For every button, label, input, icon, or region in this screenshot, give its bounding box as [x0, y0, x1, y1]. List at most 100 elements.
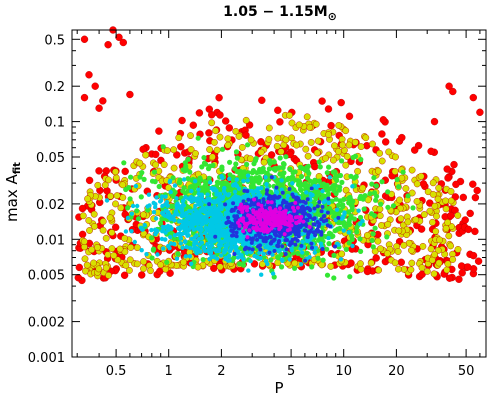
point-sparse — [337, 98, 345, 107]
x-tick-label: 1 — [165, 364, 173, 379]
point-higher — [263, 205, 268, 210]
point-high — [208, 180, 213, 185]
point-low — [102, 264, 110, 272]
point-higher — [325, 223, 330, 228]
point-high — [220, 233, 225, 238]
point-peak — [272, 214, 277, 219]
point-medium — [160, 144, 166, 150]
point-high — [182, 213, 187, 218]
point-higher — [305, 218, 310, 223]
point-low — [216, 133, 224, 141]
point-medium — [385, 189, 391, 195]
point-medium — [272, 167, 278, 173]
point-higher — [319, 209, 324, 214]
point-higher — [305, 197, 310, 202]
point-high — [130, 203, 136, 209]
point-low — [432, 227, 440, 235]
point-high — [312, 184, 317, 189]
point-peak — [287, 227, 292, 232]
point-low — [112, 168, 119, 176]
point-higher — [231, 208, 236, 213]
point-medium — [346, 218, 352, 224]
point-low — [312, 120, 320, 128]
point-low — [304, 152, 312, 160]
point-sparse — [324, 105, 333, 113]
point-low — [435, 259, 443, 267]
point-low — [107, 192, 114, 200]
point-low — [260, 158, 268, 166]
point-higher — [280, 244, 285, 249]
point-peak — [236, 220, 240, 225]
point-sparse — [195, 109, 204, 117]
point-low — [101, 181, 109, 189]
point-peak — [260, 226, 265, 230]
point-peak — [299, 214, 304, 219]
y-tick-label: 0.005 — [28, 269, 65, 284]
chart-title: 1.05 − 1.15M⊙ — [223, 4, 337, 23]
point-medium — [354, 229, 360, 235]
point-medium — [326, 164, 332, 170]
point-low — [187, 146, 195, 153]
point-sparse — [379, 116, 387, 124]
point-high — [350, 184, 355, 189]
point-high — [197, 242, 202, 247]
point-high — [197, 199, 203, 205]
point-low — [105, 271, 112, 279]
point-medium — [331, 252, 337, 258]
point-low — [286, 112, 293, 119]
point-low — [83, 261, 91, 269]
point-higher — [298, 199, 303, 204]
point-medium — [145, 207, 151, 213]
point-high — [210, 208, 215, 213]
point-high — [233, 247, 239, 252]
point-higher — [324, 218, 329, 223]
point-high — [264, 182, 269, 187]
point-low — [274, 134, 282, 142]
point-high — [178, 241, 183, 246]
point-medium — [336, 220, 342, 226]
point-sparse — [457, 262, 466, 270]
point-medium — [150, 247, 156, 253]
outlier-point — [126, 90, 134, 99]
point-high — [153, 216, 159, 221]
point-high — [222, 185, 227, 191]
point-low — [362, 134, 370, 142]
point-high — [178, 207, 184, 212]
outlier-point — [449, 87, 457, 96]
outlier-point — [445, 82, 453, 90]
point-higher — [264, 191, 269, 196]
point-higher — [310, 245, 314, 250]
point-high — [207, 239, 213, 245]
point-higher — [255, 237, 259, 242]
point-medium — [385, 204, 391, 210]
point-high — [218, 212, 224, 217]
point-higher — [315, 220, 320, 224]
point-peak — [277, 217, 282, 222]
point-sparse — [473, 186, 481, 195]
point-peak — [278, 206, 282, 211]
point-higher — [256, 244, 260, 249]
point-peak — [252, 197, 257, 202]
y-tick-label: 0.01 — [36, 233, 65, 248]
y-tick-label: 0.5 — [44, 33, 65, 48]
point-high — [221, 194, 226, 200]
point-peak — [266, 211, 271, 216]
point-low — [140, 258, 148, 265]
point-high — [165, 203, 170, 208]
point-high — [104, 198, 110, 203]
x-tick-label: 50 — [458, 364, 475, 379]
point-low — [375, 266, 382, 274]
point-low — [342, 161, 350, 169]
point-sparse — [459, 193, 467, 202]
point-low — [392, 153, 399, 161]
point-high — [232, 189, 238, 194]
point-low — [88, 246, 96, 254]
point-high — [184, 244, 189, 250]
point-low — [79, 212, 87, 220]
point-medium — [330, 183, 336, 189]
point-higher — [226, 219, 231, 224]
point-high — [166, 243, 171, 249]
point-low — [408, 259, 416, 267]
point-low — [180, 258, 188, 266]
point-higher — [283, 252, 288, 256]
